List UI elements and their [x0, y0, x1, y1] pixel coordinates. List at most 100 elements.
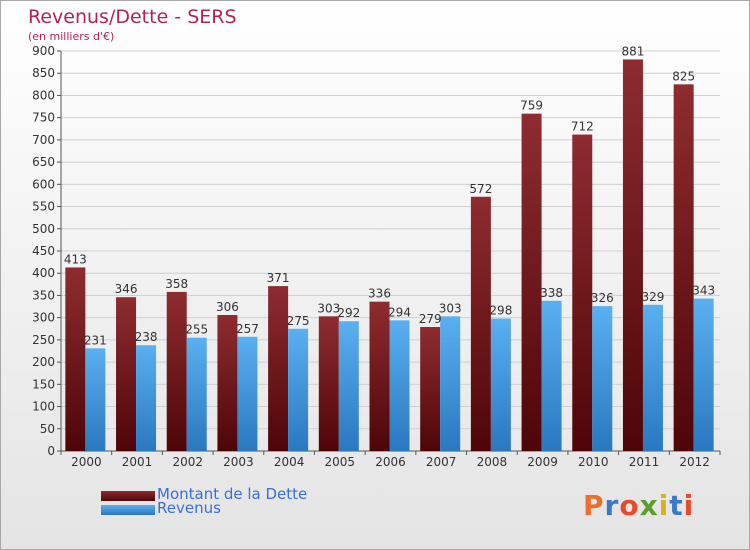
- bar-debt: [572, 134, 593, 452]
- bar-debt: [65, 267, 86, 451]
- data-label-debt: 759: [520, 99, 543, 113]
- legend-label-revenus: Revenus: [157, 499, 221, 517]
- data-label-revenus: 275: [287, 314, 310, 328]
- x-tick-label: 2008: [477, 455, 508, 469]
- y-tick-label: 550: [32, 200, 55, 214]
- x-tick-label: 2007: [426, 455, 457, 469]
- bar-debt: [369, 301, 390, 451]
- x-tick-label: 2002: [172, 455, 203, 469]
- logo-letter: o: [619, 489, 640, 522]
- y-tick-label: 300: [32, 311, 55, 325]
- x-tick-label: 2010: [578, 455, 609, 469]
- data-label-debt: 346: [115, 282, 138, 296]
- chart-subtitle: (en milliers d'€): [28, 30, 115, 43]
- x-tick-label: 2001: [122, 455, 153, 469]
- data-label-revenus: 343: [692, 284, 715, 298]
- logo-letter: r: [604, 489, 620, 522]
- bar-revenus: [693, 298, 714, 451]
- y-tick-label: 650: [32, 155, 55, 169]
- y-tick-label: 700: [32, 133, 55, 147]
- legend-swatch-debt: [101, 491, 155, 501]
- x-tick-label: 2005: [325, 455, 356, 469]
- data-label-debt: 413: [64, 252, 87, 266]
- logo-letter: t: [669, 489, 684, 522]
- y-tick-label: 250: [32, 333, 55, 347]
- data-label-debt: 712: [571, 120, 594, 134]
- data-label-debt: 336: [368, 287, 391, 301]
- bar-debt: [622, 59, 643, 451]
- logo-letter: P: [583, 489, 605, 522]
- legend-swatch-revenus: [101, 505, 155, 515]
- bar-revenus: [338, 321, 359, 451]
- x-tick-label: 2009: [527, 455, 558, 469]
- data-label-revenus: 298: [489, 304, 512, 318]
- y-tick-label: 750: [32, 111, 55, 125]
- data-label-debt: 358: [165, 277, 188, 291]
- bar-revenus: [186, 337, 207, 451]
- bar-debt: [318, 316, 339, 451]
- bar-revenus: [592, 306, 613, 451]
- chart-title: Revenus/Dette - SERS: [28, 6, 237, 28]
- y-tick-label: 200: [32, 355, 55, 369]
- bar-debt: [470, 196, 491, 451]
- y-tick-label: 150: [32, 377, 55, 391]
- bar-revenus: [389, 320, 410, 451]
- y-tick-label: 850: [32, 66, 55, 80]
- x-tick-label: 2000: [71, 455, 102, 469]
- data-label-debt: 572: [469, 182, 492, 196]
- bar-revenus: [541, 300, 562, 451]
- bar-revenus: [237, 336, 258, 451]
- x-tick-label: 2011: [629, 455, 660, 469]
- data-label-revenus: 238: [135, 330, 158, 344]
- bar-debt: [521, 113, 542, 452]
- data-label-revenus: 231: [84, 333, 107, 347]
- data-label-debt: 825: [672, 69, 695, 83]
- logo-letter: i: [658, 489, 670, 522]
- bar-debt: [420, 327, 441, 451]
- y-tick-label: 800: [32, 88, 55, 102]
- bar-debt: [166, 291, 187, 451]
- data-label-debt: 881: [622, 44, 645, 58]
- proxiti-logo: Proxiti: [583, 489, 694, 522]
- data-label-revenus: 338: [540, 286, 563, 300]
- bar-revenus: [490, 318, 511, 451]
- x-tick-label: 2006: [375, 455, 406, 469]
- y-tick-label: 400: [32, 266, 55, 280]
- x-tick-label: 2004: [274, 455, 305, 469]
- data-label-revenus: 329: [642, 290, 665, 304]
- data-label-revenus: 326: [591, 291, 614, 305]
- bar-debt: [116, 297, 137, 451]
- data-label-revenus: 294: [388, 305, 411, 319]
- y-tick-label: 100: [32, 400, 55, 414]
- y-tick-label: 0: [47, 444, 55, 458]
- bar-debt: [217, 315, 238, 451]
- bar-revenus: [440, 316, 461, 451]
- data-label-debt: 303: [317, 301, 340, 315]
- data-label-debt: 279: [419, 312, 442, 326]
- bar-revenus: [288, 328, 309, 451]
- y-tick-label: 500: [32, 222, 55, 236]
- y-tick-label: 50: [40, 422, 55, 436]
- y-tick-label: 450: [32, 244, 55, 258]
- data-label-revenus: 255: [185, 323, 208, 337]
- x-tick-label: 2012: [679, 455, 710, 469]
- bar-debt: [673, 84, 694, 451]
- logo-letter: i: [683, 489, 695, 522]
- bar-revenus: [642, 304, 663, 451]
- y-tick-label: 600: [32, 177, 55, 191]
- data-label-debt: 371: [267, 271, 290, 285]
- data-label-revenus: 257: [236, 322, 259, 336]
- bar-revenus: [85, 348, 106, 451]
- bar-debt: [268, 286, 289, 451]
- data-label-debt: 306: [216, 300, 239, 314]
- x-tick-label: 2003: [223, 455, 254, 469]
- legend-label-debt: Montant de la Dette: [157, 485, 308, 503]
- y-tick-label: 350: [32, 288, 55, 302]
- y-tick-label: 900: [32, 44, 55, 58]
- bar-revenus: [136, 345, 157, 451]
- data-label-revenus: 303: [439, 301, 462, 315]
- data-label-revenus: 292: [337, 306, 360, 320]
- logo-letter: x: [639, 489, 659, 522]
